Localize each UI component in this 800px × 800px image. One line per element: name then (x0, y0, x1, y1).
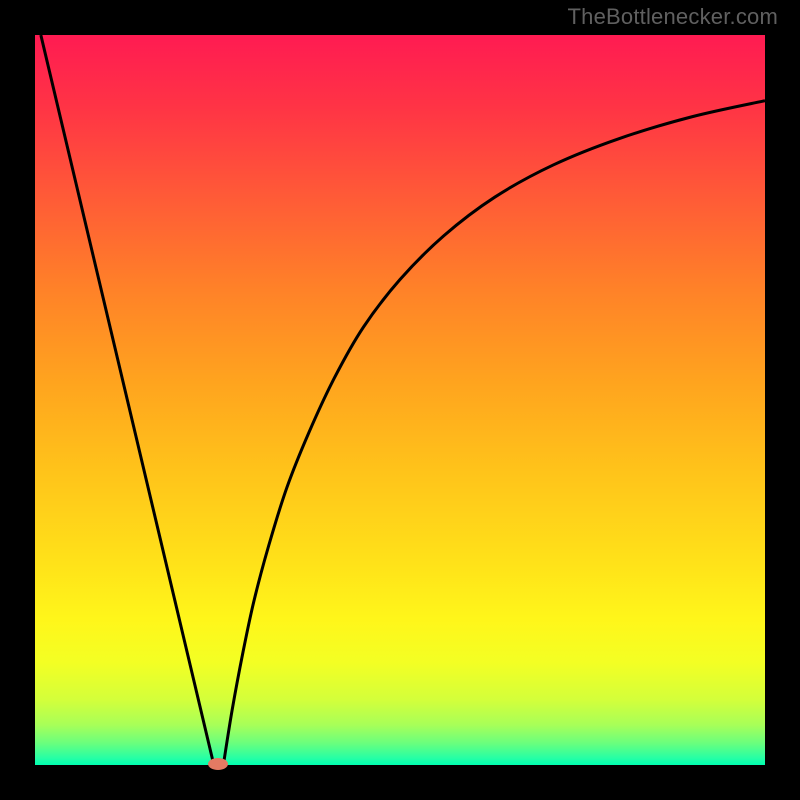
right-curve (223, 101, 765, 765)
curve-layer (35, 35, 765, 765)
watermark-text: TheBottlenecker.com (568, 4, 778, 30)
chart-container: TheBottlenecker.com (0, 0, 800, 800)
bottom-marker (208, 758, 228, 770)
plot-area (35, 35, 765, 765)
left-line (41, 35, 214, 765)
